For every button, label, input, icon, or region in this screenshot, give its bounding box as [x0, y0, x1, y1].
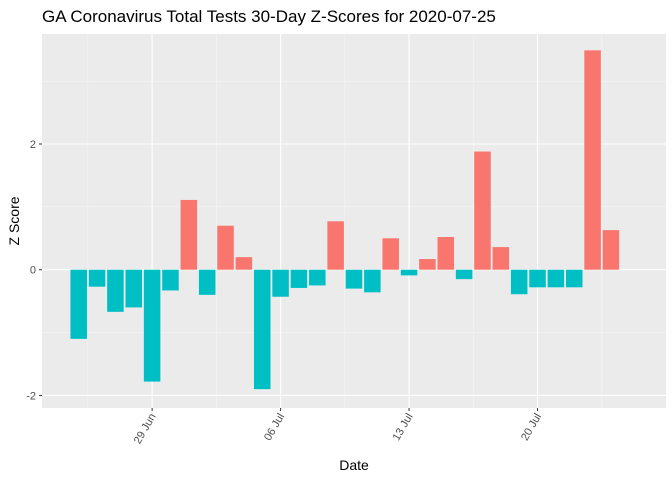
x-tick-label: 29 Jun: [132, 412, 159, 447]
bar: [309, 269, 326, 286]
y-axis: -2 0 2: [26, 139, 42, 402]
bar: [327, 221, 344, 270]
x-tick-label: 13 Jul: [391, 412, 416, 443]
bar: [217, 225, 234, 270]
bars: [70, 50, 620, 390]
chart-title: GA Coronavirus Total Tests 30-Day Z-Scor…: [42, 7, 496, 26]
bar: [565, 269, 583, 288]
bar: [547, 269, 565, 288]
bar: [510, 269, 528, 295]
bar: [602, 230, 620, 270]
bar: [345, 269, 363, 289]
bar: [364, 269, 381, 293]
y-axis-label: Z Score: [6, 196, 22, 245]
bar: [70, 269, 87, 339]
x-tick-label: 06 Jul: [262, 412, 287, 443]
bar: [529, 269, 546, 288]
bar: [253, 269, 271, 390]
plot-panel: [42, 34, 666, 408]
bar: [492, 247, 510, 270]
bar: [272, 269, 289, 297]
y-tick-label: 2: [30, 139, 36, 151]
bar: [162, 269, 179, 291]
bar: [290, 269, 308, 288]
bar: [437, 237, 455, 270]
y-tick-label: 0: [30, 265, 36, 277]
bar: [180, 199, 198, 270]
x-tick-label: 20 Jul: [519, 412, 544, 443]
x-axis-label: Date: [339, 457, 369, 473]
bar: [419, 259, 436, 270]
bar: [382, 238, 399, 270]
bar: [143, 269, 161, 382]
y-tick-label: -2: [26, 390, 36, 402]
bar: [584, 50, 601, 270]
bar: [474, 151, 491, 270]
bar: [107, 269, 124, 312]
bar: [455, 269, 473, 280]
bar: [400, 269, 418, 276]
x-axis: 29 Jun 06 Jul 13 Jul 20 Jul: [132, 408, 544, 446]
bar: [88, 269, 106, 287]
bar: [235, 257, 253, 270]
bar: [198, 269, 216, 295]
bar: [125, 269, 143, 308]
minor-gridlines: [42, 34, 666, 408]
